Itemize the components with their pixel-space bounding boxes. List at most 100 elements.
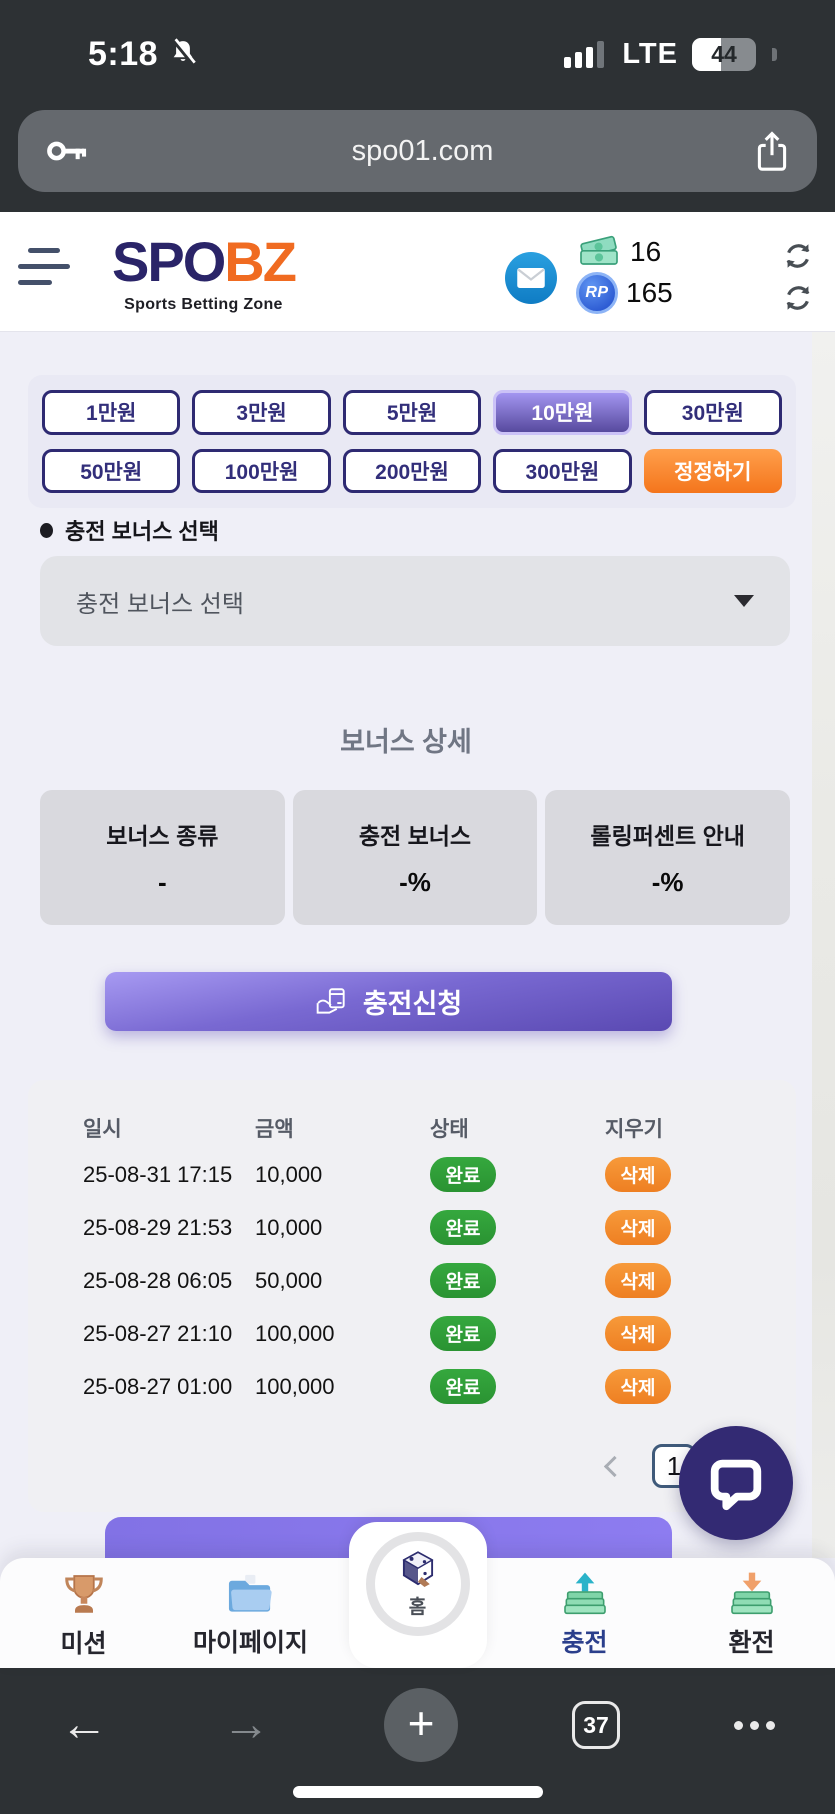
table-row: 25-08-28 06:05 50,000 완료 삭제 [28,1254,796,1307]
rolling-percent-cell: 롤링퍼센트 안내 -% [545,790,790,925]
bonus-detail-title: 보너스 상세 [340,727,472,757]
status-badge: 완료 [430,1316,496,1351]
nav-label-withdraw: 환전 [728,1629,775,1657]
table-header-row: 일시 금액 상태 지우기 [28,1108,796,1148]
column-date: 일시 [83,1118,122,1141]
column-amount: 금액 [255,1118,294,1141]
bonus-rate-value: -% [399,867,431,897]
table-row: 25-08-29 21:53 10,000 완료 삭제 [28,1201,796,1254]
status-badge: 완료 [430,1369,496,1404]
point-count: 165 [626,277,673,308]
amount-button-5[interactable]: 30만원 [643,390,782,435]
amount-button-8[interactable]: 200만원 [342,448,482,493]
home-button[interactable]: 홈 [348,1522,487,1668]
forward-icon[interactable]: → [222,1698,270,1751]
nav-item-withdraw[interactable]: 환전 [668,1567,835,1659]
bonus-select-label: 충전 보너스 선택 [40,514,219,546]
refresh-point-icon[interactable] [782,282,814,314]
delete-button[interactable]: 삭제 [605,1263,671,1298]
bonus-select-dropdown[interactable]: 충전 보너스 선택 [40,556,790,646]
site-logo[interactable]: SPOBZ Sports Betting Zone [112,234,297,314]
amount-button-9[interactable]: 300만원 [493,448,632,493]
browser-toolbar: ← → + 37 [0,1668,835,1814]
column-delete: 지우기 [605,1118,663,1141]
delete-button[interactable]: 삭제 [605,1316,671,1351]
amount-button-3[interactable]: 5만원 [342,390,482,435]
site-header: SPOBZ Sports Betting Zone 1 [0,212,835,332]
clock: 5:18 [88,34,159,73]
bonus-rate-cell: 충전 보너스 -% [292,790,538,925]
nav-label-home: 홈 [408,1596,427,1618]
trophy-icon [60,1570,108,1618]
status-badge: 완료 [430,1263,496,1298]
table-row: 25-08-31 17:15 10,000 완료 삭제 [28,1148,796,1201]
share-icon[interactable] [755,130,789,172]
more-icon[interactable] [734,1720,775,1730]
network-type: LTE [622,37,678,70]
bottom-navigation: 미션 마이페이지 [0,1522,835,1668]
address-field[interactable]: spo01.com [18,110,817,192]
nav-item-deposit[interactable]: 충전 [501,1567,668,1659]
key-icon [46,137,90,165]
bonus-detail-cells: 보너스 종류 - 충전 보너스 -% 롤링퍼센트 안내 -% [40,790,790,925]
nav-item-mission[interactable]: 미션 [0,1566,167,1660]
table-row: 25-08-27 01:00 100,000 완료 삭제 [28,1360,796,1413]
chat-button[interactable] [679,1426,793,1540]
rp-coin-label: RP [585,284,609,301]
bell-muted-icon [168,38,198,70]
new-tab-icon[interactable]: + [384,1688,458,1762]
column-status: 상태 [430,1118,469,1141]
browser-url-bar: spo01.com [0,98,835,212]
amount-quick-select: 1만원 3만원 5만원 10만원 30만원 50만원 100만원 200만원 3… [28,375,796,508]
background-strip [812,332,835,1558]
amount-button-1[interactable]: 1만원 [42,390,181,435]
mail-icon[interactable] [505,252,557,304]
amount-button-2[interactable]: 3만원 [192,390,331,435]
delete-button[interactable]: 삭제 [605,1157,671,1192]
amount-button-7[interactable]: 100만원 [192,448,331,493]
dice-icon [399,1550,437,1590]
logo-tagline: Sports Betting Zone [124,296,283,313]
caret-down-icon [734,595,754,607]
battery-percent: 44 [711,40,737,67]
chevron-left-icon[interactable] [603,1455,626,1477]
rolling-percent-value: -% [651,867,684,897]
nav-label-deposit: 충전 [561,1629,608,1657]
delete-button[interactable]: 삭제 [605,1369,671,1404]
cash-icon [576,234,622,270]
amount-button-4-selected[interactable]: 10만원 [493,390,632,435]
chat-icon [705,1452,767,1514]
refresh-cash-icon[interactable] [782,240,814,272]
hand-card-icon [315,987,349,1017]
bonus-select-value: 충전 보너스 선택 [76,590,244,618]
bonus-type-value: - [157,867,167,897]
logo-primary: SPO [112,230,226,293]
amount-button-6[interactable]: 50만원 [42,448,181,493]
money-up-icon [561,1571,609,1617]
home-indicator[interactable] [292,1786,543,1798]
menu-icon[interactable] [18,248,78,300]
bullet-icon [40,522,53,538]
tabs-icon[interactable]: 37 [572,1701,620,1749]
battery-icon: 44 [692,37,756,71]
nav-home-slot: 홈 [334,1522,501,1668]
back-icon[interactable]: ← [60,1698,108,1751]
cash-count: 16 [630,236,662,267]
bonus-type-cell: 보너스 종류 - [40,790,285,925]
logo-accent: BZ [224,230,297,293]
signal-icon [564,40,605,68]
money-down-icon [728,1571,776,1617]
status-bar: 5:18 LTE 44 [0,0,835,98]
nav-item-mypage[interactable]: 마이페이지 [167,1567,334,1659]
nav-label-mypage: 마이페이지 [192,1629,308,1657]
url-text: spo01.com [351,134,494,167]
table-row: 25-08-27 21:10 100,000 완료 삭제 [28,1307,796,1360]
delete-button[interactable]: 삭제 [605,1210,671,1245]
battery-cap [772,47,777,61]
amount-adjust-button[interactable]: 정정하기 [643,448,782,493]
rp-coin-icon: RP [576,272,618,314]
status-badge: 완료 [430,1157,496,1192]
deposit-request-button[interactable]: 충전신청 [105,972,672,1031]
page-content: 1만원 3만원 5만원 10만원 30만원 50만원 100만원 200만원 3… [0,332,835,1558]
